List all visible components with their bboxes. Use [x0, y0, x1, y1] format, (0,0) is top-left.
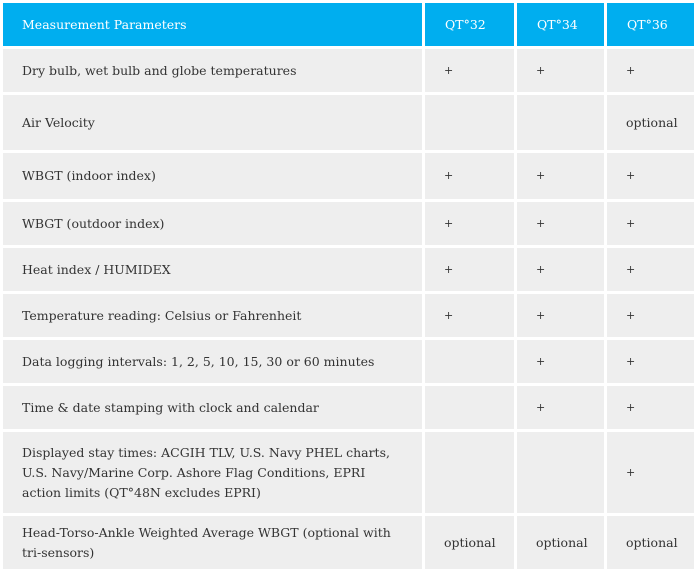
parameter-cell: Heat index / HUMIDEX [3, 248, 422, 291]
parameter-cell: WBGT (outdoor index) [3, 202, 422, 245]
table-row: WBGT (outdoor index) + + + [3, 202, 694, 245]
qt32-cell [425, 95, 514, 150]
qt36-cell: + [607, 386, 694, 429]
qt36-cell: + [607, 340, 694, 383]
qt34-cell: + [517, 202, 604, 245]
qt34-cell: + [517, 248, 604, 291]
qt36-cell: optional [607, 95, 694, 150]
header-qt34: QT°34 [517, 3, 604, 46]
table-row: Data logging intervals: 1, 2, 5, 10, 15,… [3, 340, 694, 383]
table-row: Heat index / HUMIDEX + + + [3, 248, 694, 291]
qt32-cell: optional [425, 516, 514, 569]
table-row: WBGT (indoor index) + + + [3, 153, 694, 199]
table-row: Head-Torso-Ankle Weighted Average WBGT (… [3, 516, 694, 569]
qt36-cell: optional [607, 516, 694, 569]
table-row: Dry bulb, wet bulb and globe temperature… [3, 49, 694, 92]
parameter-cell: Temperature reading: Celsius or Fahrenhe… [3, 294, 422, 337]
parameter-cell: Time & date stamping with clock and cale… [3, 386, 422, 429]
parameter-cell: Displayed stay times: ACGIH TLV, U.S. Na… [3, 432, 422, 513]
qt34-cell: + [517, 340, 604, 383]
qt32-cell: + [425, 248, 514, 291]
qt36-cell: + [607, 248, 694, 291]
header-parameters: Measurement Parameters [3, 3, 422, 46]
parameter-cell: WBGT (indoor index) [3, 153, 422, 199]
qt34-cell [517, 95, 604, 150]
qt34-cell [517, 432, 604, 513]
table-row: Temperature reading: Celsius or Fahrenhe… [3, 294, 694, 337]
parameter-cell: Head-Torso-Ankle Weighted Average WBGT (… [3, 516, 422, 569]
qt34-cell: + [517, 294, 604, 337]
parameter-cell: Air Velocity [3, 95, 422, 150]
parameter-cell: Dry bulb, wet bulb and globe temperature… [3, 49, 422, 92]
qt34-cell: optional [517, 516, 604, 569]
qt36-cell: + [607, 432, 694, 513]
qt32-cell: + [425, 49, 514, 92]
qt36-cell: + [607, 153, 694, 199]
qt34-cell: + [517, 153, 604, 199]
qt36-cell: + [607, 294, 694, 337]
header-row: Measurement Parameters QT°32 QT°34 QT°36 [3, 3, 694, 46]
qt32-cell [425, 340, 514, 383]
qt32-cell [425, 386, 514, 429]
qt32-cell: + [425, 202, 514, 245]
table-row: Air Velocity optional [3, 95, 694, 150]
qt32-cell [425, 432, 514, 513]
qt36-cell: + [607, 49, 694, 92]
qt34-cell: + [517, 386, 604, 429]
header-qt32: QT°32 [425, 3, 514, 46]
parameter-cell: Data logging intervals: 1, 2, 5, 10, 15,… [3, 340, 422, 383]
table-row: Time & date stamping with clock and cale… [3, 386, 694, 429]
qt32-cell: + [425, 153, 514, 199]
header-qt36: QT°36 [607, 3, 694, 46]
qt34-cell: + [517, 49, 604, 92]
table-row: Displayed stay times: ACGIH TLV, U.S. Na… [3, 432, 694, 513]
qt36-cell: + [607, 202, 694, 245]
qt32-cell: + [425, 294, 514, 337]
